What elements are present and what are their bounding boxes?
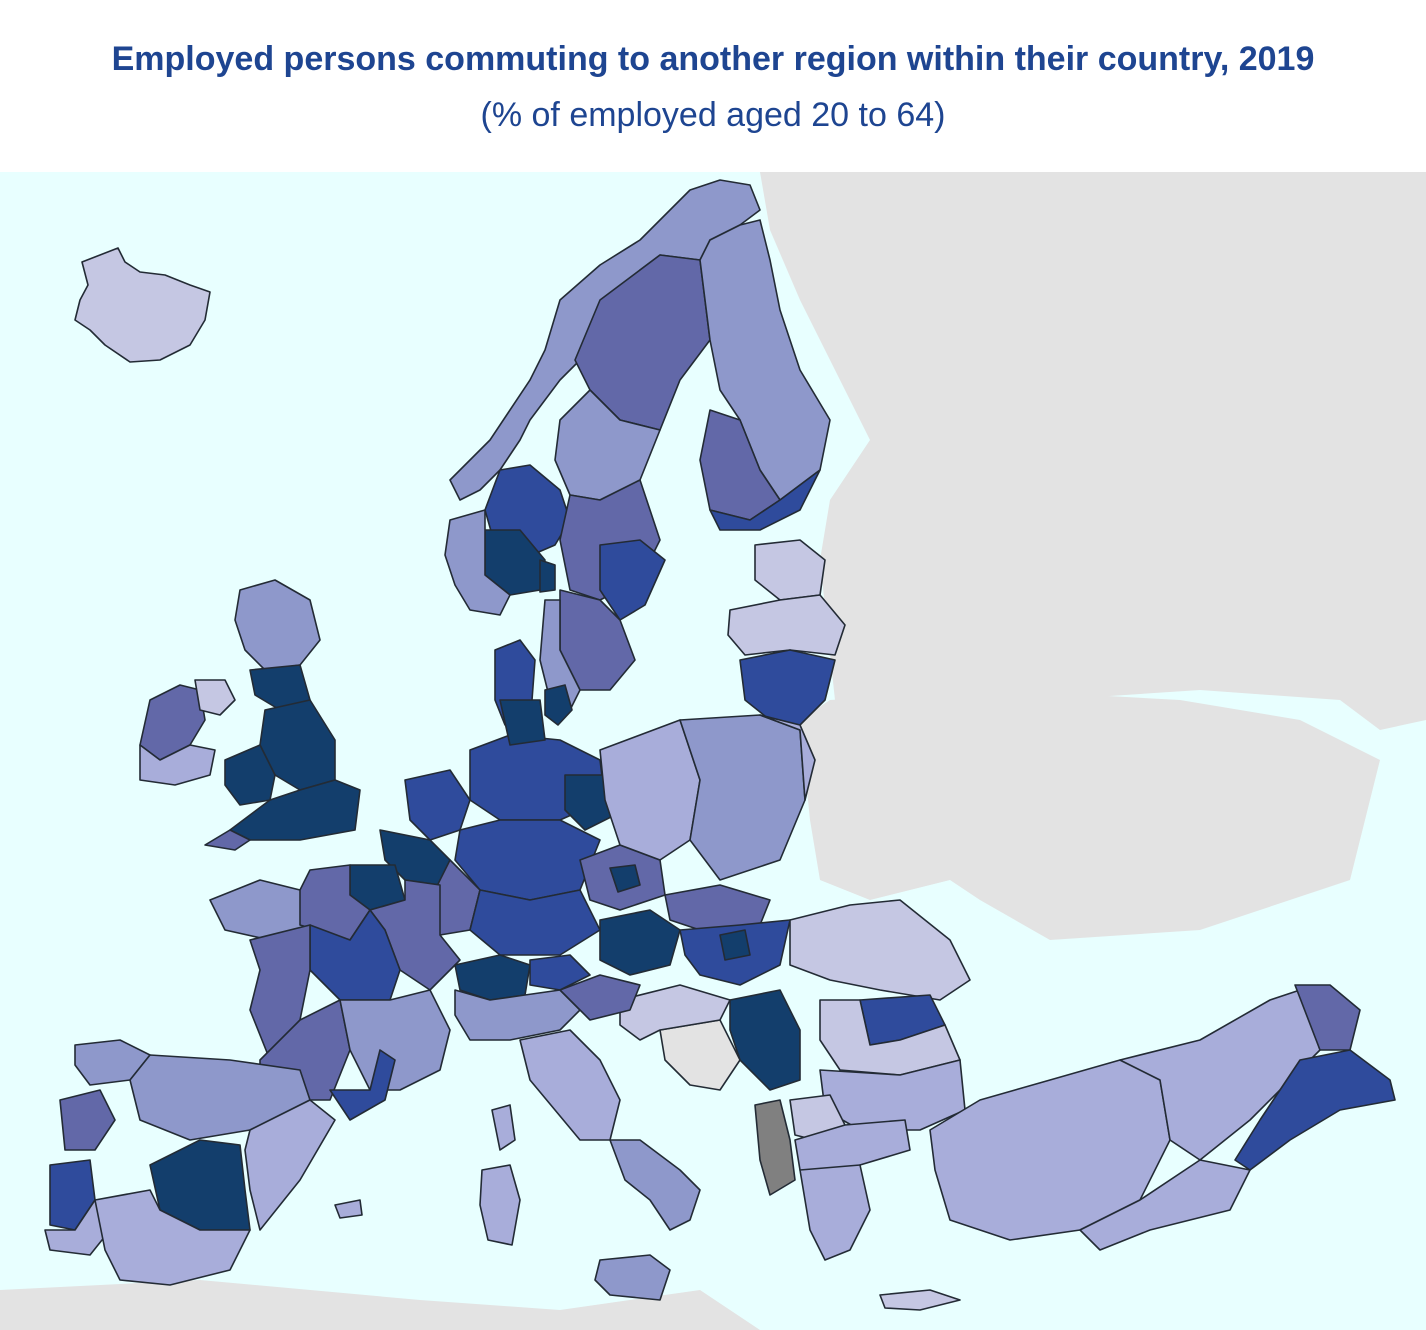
region-albania-no-data[interactable]: [754, 1099, 796, 1196]
region-romania-south[interactable]: [819, 999, 961, 1076]
region-germany-bavaria[interactable]: [469, 889, 601, 956]
region-turkey-northeast[interactable]: [1294, 984, 1361, 1051]
north-africa-land: [0, 1280, 760, 1330]
region-italy-sardinia[interactable]: [479, 1164, 521, 1246]
region-turkey-west[interactable]: [929, 1059, 1171, 1241]
region-greece-crete[interactable]: [879, 1289, 961, 1311]
map-header: Employed persons commuting to another re…: [0, 0, 1426, 172]
region-corsica[interactable]: [491, 1104, 516, 1151]
region-spain-balearic[interactable]: [334, 1199, 363, 1219]
region-czechia-prague[interactable]: [609, 864, 641, 893]
region-turkey-east[interactable]: [1234, 1049, 1396, 1171]
region-italy-north-west[interactable]: [454, 989, 581, 1041]
belarus-ukraine-land: [800, 690, 1380, 940]
region-germany-hamburg-berlin[interactable]: [499, 699, 546, 746]
map-title: Employed persons commuting to another re…: [111, 40, 1315, 78]
region-lithuania[interactable]: [739, 649, 836, 726]
region-spain-east[interactable]: [244, 1099, 336, 1231]
region-finland-north[interactable]: [699, 219, 831, 501]
region-sweden-stockholm[interactable]: [599, 539, 666, 621]
region-norway-ostfold[interactable]: [539, 559, 556, 593]
region-denmark-zealand[interactable]: [544, 684, 573, 726]
region-iceland[interactable]: [74, 247, 211, 363]
region-turkey-south[interactable]: [1079, 1159, 1251, 1251]
europe-choropleth-map: [0, 172, 1426, 1330]
map-subtitle: (% of employed aged 20 to 64): [480, 96, 946, 134]
region-sweden-south[interactable]: [539, 599, 581, 711]
region-romania-north[interactable]: [789, 899, 971, 1001]
region-italy-south[interactable]: [609, 1139, 701, 1231]
region-sweden-upper-norrland[interactable]: [574, 254, 711, 431]
region-greece-central[interactable]: [799, 1164, 871, 1261]
region-spain-south[interactable]: [94, 1189, 251, 1286]
region-france-centre[interactable]: [309, 909, 401, 1001]
region-finland-helsinki[interactable]: [709, 469, 821, 531]
greenland-fragment: [860, 175, 1020, 340]
region-italy-sicily[interactable]: [594, 1254, 671, 1301]
region-northern-ireland[interactable]: [194, 679, 236, 716]
region-uk-cornwall[interactable]: [204, 829, 251, 851]
region-austria-east[interactable]: [599, 909, 681, 976]
region-austria-west[interactable]: [529, 954, 591, 991]
map-canvas: [0, 172, 1426, 1330]
region-italy-north-east[interactable]: [559, 974, 641, 1021]
region-ireland-south[interactable]: [139, 744, 216, 786]
region-poland-east[interactable]: [759, 714, 816, 801]
region-latvia[interactable]: [727, 594, 846, 656]
region-hungary-budapest[interactable]: [719, 929, 751, 961]
region-norway-south[interactable]: [444, 509, 511, 616]
russia-land: [760, 172, 1426, 760]
region-france-southeast[interactable]: [339, 989, 451, 1091]
region-portugal-north[interactable]: [59, 1089, 116, 1151]
region-france-east[interactable]: [369, 879, 461, 991]
region-croatia[interactable]: [619, 984, 731, 1041]
region-france-occitanie-toulouse[interactable]: [329, 1049, 396, 1121]
region-serbia[interactable]: [729, 989, 801, 1091]
